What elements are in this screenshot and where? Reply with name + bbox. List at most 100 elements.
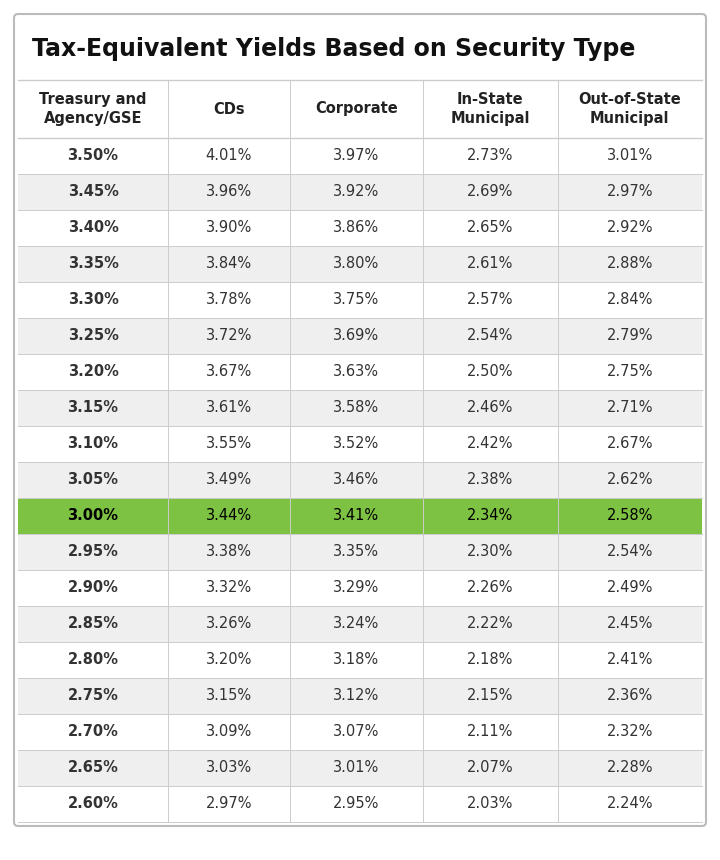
Text: 3.40%: 3.40% (68, 220, 119, 236)
Text: 3.32%: 3.32% (206, 580, 252, 595)
Bar (18, 318, 702, 354)
Text: 2.15%: 2.15% (467, 689, 513, 703)
Text: 3.10%: 3.10% (68, 437, 119, 452)
Text: 3.50%: 3.50% (68, 149, 119, 163)
Bar (18, 606, 702, 642)
Text: 3.44%: 3.44% (206, 508, 252, 524)
Text: 2.79%: 2.79% (606, 329, 653, 343)
Bar (18, 210, 702, 246)
Text: 3.97%: 3.97% (333, 149, 379, 163)
Text: 2.32%: 2.32% (607, 724, 653, 740)
Text: 2.58%: 2.58% (607, 508, 653, 524)
Text: 3.72%: 3.72% (206, 329, 252, 343)
Text: 2.84%: 2.84% (607, 292, 653, 308)
Text: 2.97%: 2.97% (606, 185, 653, 200)
Bar (18, 570, 702, 606)
Text: 3.20%: 3.20% (68, 365, 119, 379)
Text: 3.26%: 3.26% (206, 617, 252, 631)
Text: 2.71%: 2.71% (606, 401, 653, 415)
Text: 3.46%: 3.46% (333, 472, 379, 488)
Text: 2.54%: 2.54% (467, 329, 513, 343)
Text: 2.73%: 2.73% (467, 149, 513, 163)
Bar (18, 786, 702, 822)
Text: 3.25%: 3.25% (68, 329, 119, 343)
Text: 2.50%: 2.50% (467, 365, 513, 379)
Text: 3.75%: 3.75% (333, 292, 379, 308)
Text: 3.20%: 3.20% (206, 653, 252, 667)
Text: 3.45%: 3.45% (68, 185, 119, 200)
Text: 2.88%: 2.88% (607, 256, 653, 272)
Text: 2.38%: 2.38% (467, 472, 513, 488)
Text: 2.03%: 2.03% (467, 796, 513, 812)
Bar (18, 174, 702, 210)
Text: 2.85%: 2.85% (68, 617, 119, 631)
Text: 2.41%: 2.41% (607, 653, 653, 667)
Text: Corporate: Corporate (315, 101, 397, 116)
Text: 2.22%: 2.22% (467, 617, 513, 631)
Text: 3.35%: 3.35% (68, 256, 119, 272)
Text: 3.96%: 3.96% (206, 185, 252, 200)
Bar (18, 80, 702, 138)
Text: 2.92%: 2.92% (606, 220, 653, 236)
Text: 3.24%: 3.24% (333, 617, 379, 631)
Text: 2.42%: 2.42% (467, 437, 513, 452)
Bar (18, 138, 702, 174)
Text: 2.34%: 2.34% (467, 508, 513, 524)
Text: 3.01%: 3.01% (607, 149, 653, 163)
Text: 2.75%: 2.75% (68, 689, 119, 703)
Text: 2.90%: 2.90% (68, 580, 119, 595)
Text: 3.69%: 3.69% (333, 329, 379, 343)
Bar (18, 426, 702, 462)
Bar (18, 534, 702, 570)
Text: CDs: CDs (213, 101, 245, 116)
Text: In-State
Municipal: In-State Municipal (451, 92, 530, 126)
Text: 2.46%: 2.46% (467, 401, 513, 415)
Text: 3.09%: 3.09% (206, 724, 252, 740)
Text: 3.29%: 3.29% (333, 580, 379, 595)
Text: 3.90%: 3.90% (206, 220, 252, 236)
Text: 2.26%: 2.26% (467, 580, 513, 595)
Text: 3.15%: 3.15% (206, 689, 252, 703)
Text: 2.65%: 2.65% (467, 220, 513, 236)
Text: 3.38%: 3.38% (206, 544, 252, 560)
Text: 2.60%: 2.60% (68, 796, 119, 812)
Text: 3.18%: 3.18% (333, 653, 379, 667)
Bar (18, 246, 702, 282)
Text: 3.63%: 3.63% (333, 365, 379, 379)
Bar (18, 462, 702, 498)
Text: 2.49%: 2.49% (607, 580, 653, 595)
Bar (18, 642, 702, 678)
Text: 3.15%: 3.15% (68, 401, 119, 415)
Text: 3.61%: 3.61% (206, 401, 252, 415)
Text: 2.30%: 2.30% (467, 544, 513, 560)
Text: Treasury and
Agency/GSE: Treasury and Agency/GSE (40, 92, 147, 126)
Text: 3.41%: 3.41% (333, 508, 379, 524)
Text: 2.97%: 2.97% (206, 796, 252, 812)
Text: 4.01%: 4.01% (206, 149, 252, 163)
Text: 3.92%: 3.92% (333, 185, 379, 200)
Text: 3.12%: 3.12% (333, 689, 379, 703)
Text: 2.67%: 2.67% (606, 437, 653, 452)
Bar (18, 750, 702, 786)
Text: 2.57%: 2.57% (467, 292, 513, 308)
Text: 2.11%: 2.11% (467, 724, 513, 740)
Text: 2.80%: 2.80% (68, 653, 119, 667)
Text: 3.58%: 3.58% (333, 401, 379, 415)
Text: 3.35%: 3.35% (333, 544, 379, 560)
FancyBboxPatch shape (14, 14, 706, 826)
Text: 2.24%: 2.24% (606, 796, 653, 812)
Text: Out-of-State
Municipal: Out-of-State Municipal (578, 92, 681, 126)
Text: 3.01%: 3.01% (333, 760, 379, 776)
Text: 2.70%: 2.70% (68, 724, 119, 740)
Text: 3.78%: 3.78% (206, 292, 252, 308)
Text: 2.36%: 2.36% (607, 689, 653, 703)
Text: 3.30%: 3.30% (68, 292, 119, 308)
Text: 2.54%: 2.54% (607, 544, 653, 560)
Text: 3.80%: 3.80% (333, 256, 379, 272)
Text: 2.95%: 2.95% (333, 796, 379, 812)
Text: 2.28%: 2.28% (606, 760, 653, 776)
Text: 2.45%: 2.45% (607, 617, 653, 631)
Bar (18, 714, 702, 750)
Bar (18, 282, 702, 318)
Text: 3.03%: 3.03% (206, 760, 252, 776)
